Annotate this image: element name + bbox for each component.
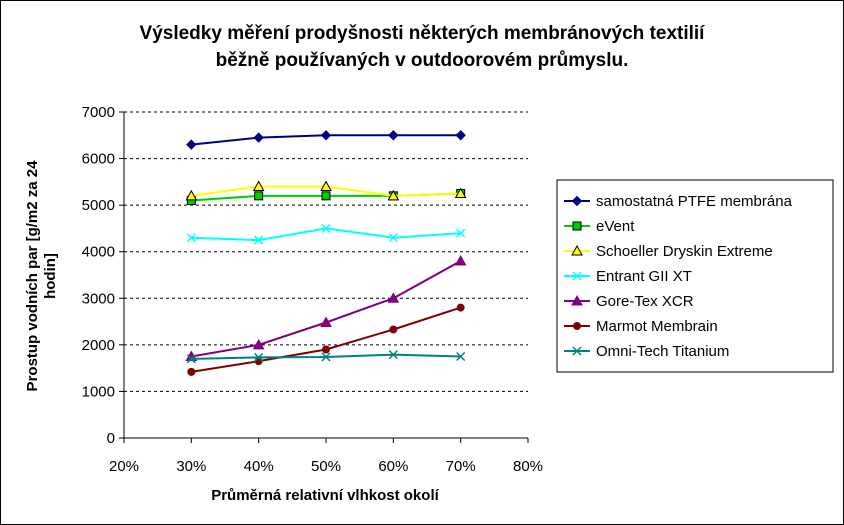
- x-tick-label: 50%: [311, 458, 341, 475]
- y-axis-title: Prostup vodních par [g/m2 za 24 hodin]: [24, 160, 59, 392]
- y-tick-label: 5000: [82, 197, 115, 214]
- data-point: [252, 180, 265, 192]
- data-point: [454, 254, 467, 266]
- x-tick-label: 60%: [378, 458, 408, 475]
- x-tick-label: 40%: [244, 458, 274, 475]
- data-point: [388, 130, 399, 141]
- data-point: [388, 233, 398, 243]
- data-point: [254, 191, 264, 201]
- y-tick-label: 0: [107, 430, 115, 447]
- data-point: [322, 345, 330, 354]
- y-tick-label: 3000: [82, 290, 115, 307]
- legend-item-0: samostatná PTFE membrána: [564, 193, 793, 210]
- legend-marker: [571, 294, 583, 306]
- data-point: [321, 352, 331, 362]
- x-tick-label: 20%: [109, 458, 139, 475]
- data-point: [320, 130, 332, 141]
- data-point: [387, 292, 400, 303]
- y-axis-title-line-1: Prostup vodních par [g/m2 za 24: [24, 160, 41, 392]
- data-point: [187, 367, 196, 376]
- legend-box: [556, 179, 834, 373]
- legend-marker: [571, 195, 583, 207]
- data-point: [454, 187, 467, 198]
- data-point: [387, 189, 400, 201]
- legend-marker: [571, 244, 583, 256]
- y-tick-label: 6000: [82, 151, 115, 168]
- x-tick-label: 30%: [176, 458, 206, 475]
- series-5: [187, 303, 465, 376]
- data-point: [253, 132, 264, 143]
- chart-title-line-1: Výsledky měření prodyšnosti některých me…: [140, 23, 706, 44]
- data-point: [456, 228, 466, 238]
- data-point: [320, 316, 332, 328]
- data-point: [388, 350, 398, 360]
- legend-label: samostatná PTFE membrána: [596, 193, 793, 210]
- y-axis-title-line-2: hodin]: [42, 253, 59, 299]
- series-0: [186, 130, 466, 150]
- legend-label: Omni-Tech Titanium: [596, 343, 729, 360]
- series-3: [186, 223, 466, 245]
- legend-label: Entrant GII XT: [596, 268, 692, 285]
- legend-label: Gore-Tex XCR: [596, 293, 694, 310]
- data-point: [254, 235, 264, 245]
- plot-area: 0 1000 2000 3000 4000 5000 6000 7000 20% 30% 40% 50…: [82, 104, 543, 475]
- legend-marker: [573, 322, 581, 330]
- legend-item-6: Omni-Tech Titanium: [564, 343, 729, 360]
- data-point: [456, 303, 465, 312]
- y-tick-label: 2000: [82, 337, 115, 354]
- data-point: [389, 325, 398, 334]
- x-tick-label: 80%: [513, 458, 543, 475]
- legend-item-4: Gore-Tex XCR: [564, 293, 694, 310]
- data-point: [186, 233, 196, 243]
- series-6: [186, 350, 466, 364]
- data-point: [321, 191, 331, 201]
- x-axis-title: Průměrná relativní vlhkost okolí: [211, 487, 439, 504]
- series-line: [191, 227, 461, 242]
- legend-label: Marmot Membrain: [596, 318, 718, 335]
- x-tick-label: 70%: [446, 458, 476, 475]
- legend: samostatná PTFE membrána eVent Schoeller D…: [556, 179, 834, 373]
- legend-item-5: Marmot Membrain: [564, 318, 718, 335]
- legend-item-2: Schoeller Dryskin Extreme: [564, 243, 773, 260]
- legend-marker: [572, 271, 582, 281]
- legend-marker: [572, 346, 582, 356]
- data-point: [455, 130, 466, 141]
- data-point: [186, 354, 196, 364]
- series-line: [191, 260, 462, 358]
- series-2: [185, 180, 467, 201]
- data-point: [456, 351, 466, 362]
- legend-label: eVent: [596, 218, 635, 235]
- data-point: [252, 338, 265, 350]
- y-tick-label: 4000: [82, 244, 115, 261]
- legend-item-3: Entrant GII XT: [564, 268, 692, 285]
- data-point: [254, 352, 264, 362]
- data-point: [185, 189, 198, 201]
- data-point: [321, 223, 331, 233]
- data-point: [186, 139, 197, 150]
- legend-marker: [572, 221, 582, 231]
- y-tick-label: 7000: [82, 104, 115, 121]
- legend-label: Schoeller Dryskin Extreme: [596, 243, 773, 260]
- data-point: [254, 357, 263, 366]
- chart-title-line-2: běžně používaných v outdoorovém průmyslu…: [216, 50, 629, 71]
- data-point: [320, 180, 332, 192]
- series-1: [186, 189, 466, 205]
- y-tick-label: 1000: [82, 383, 115, 400]
- legend-item-1: eVent: [564, 218, 635, 235]
